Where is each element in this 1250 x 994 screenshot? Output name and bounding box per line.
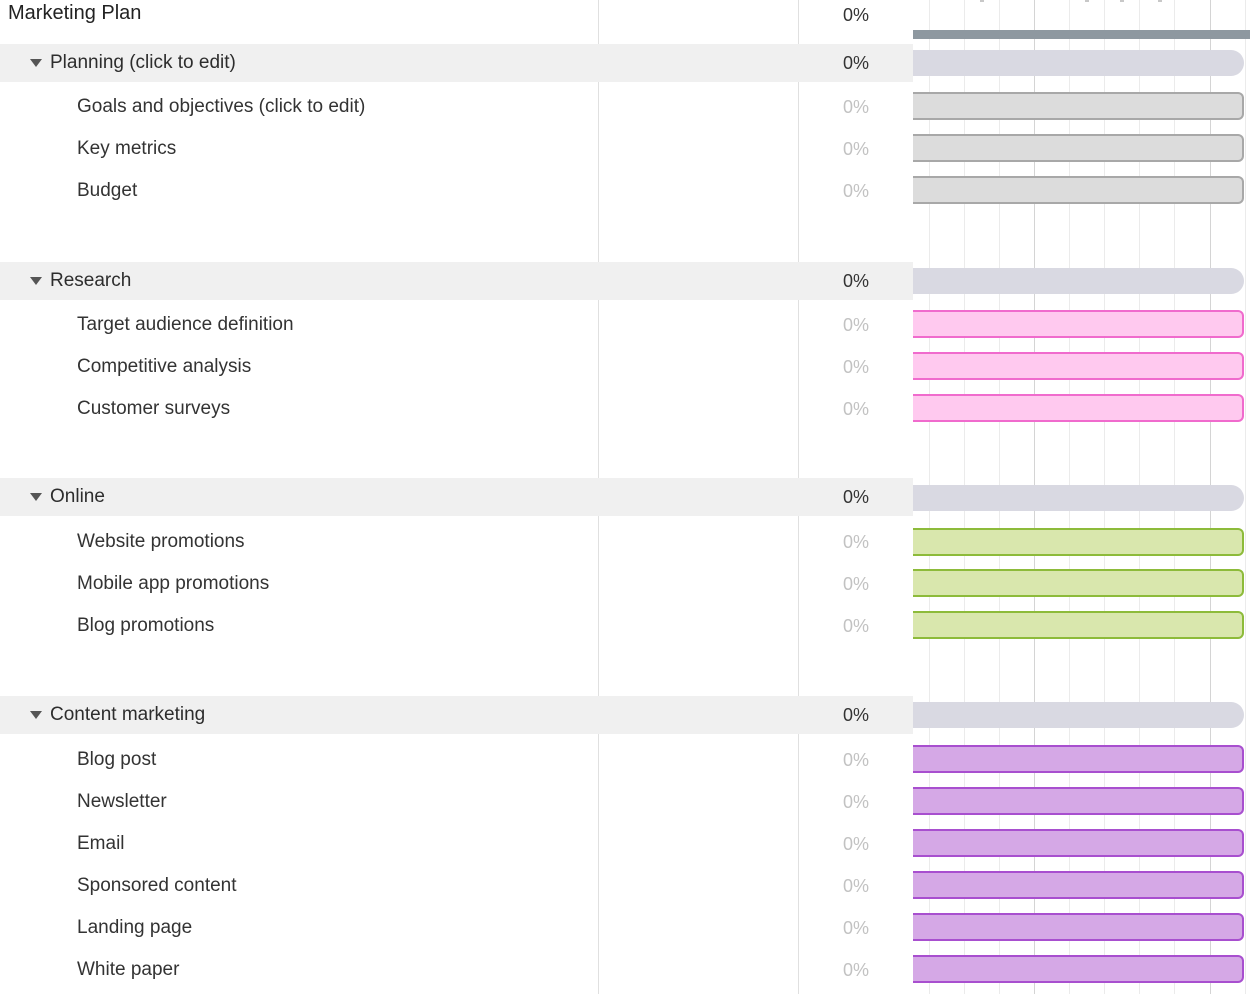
task-name[interactable]: Website promotions [77,531,245,552]
task-progress: 0% [843,139,870,159]
task-progress: 0% [843,616,870,636]
task-name[interactable]: Customer surveys [77,398,231,419]
timeline-tick [980,0,984,2]
task-name[interactable]: Competitive analysis [77,356,252,377]
task-name[interactable]: Blog promotions [77,615,215,636]
group-progress: 0% [843,705,870,725]
task-name[interactable]: Key metrics [77,138,177,159]
task-progress: 0% [843,834,870,854]
caret-down-icon[interactable] [30,493,42,501]
task-name[interactable]: Landing page [77,917,193,938]
task-row[interactable]: Sponsored content 0% [0,869,913,903]
task-bar[interactable] [913,394,1244,422]
timeline-tick [1120,0,1124,2]
task-row[interactable]: White paper 0% [0,953,913,987]
timeline-tick [1085,0,1089,2]
task-progress: 0% [843,792,870,812]
caret-down-icon[interactable] [30,711,42,719]
task-row[interactable]: Competitive analysis 0% [0,350,913,384]
task-progress: 0% [843,918,870,938]
task-bar[interactable] [913,569,1244,597]
task-bar[interactable] [913,92,1244,120]
task-progress: 0% [843,97,870,117]
task-progress: 0% [843,574,870,594]
caret-down-icon[interactable] [30,59,42,67]
task-name[interactable]: Budget [77,180,138,201]
task-name[interactable]: Newsletter [77,791,167,812]
task-bar[interactable] [913,611,1244,639]
project-row[interactable]: Marketing Plan 0% [0,0,913,34]
task-progress: 0% [843,532,870,552]
task-bar[interactable] [913,829,1244,857]
task-progress: 0% [843,357,870,377]
group-bar-planning[interactable] [913,50,1244,76]
group-row-content-marketing[interactable]: Content marketing 0% [0,696,913,734]
group-name[interactable]: Planning (click to edit) [50,52,236,73]
task-name[interactable]: Mobile app promotions [77,573,270,594]
task-bar[interactable] [913,871,1244,899]
task-row[interactable]: Newsletter 0% [0,785,913,819]
group-name[interactable]: Online [50,486,105,507]
group-bar-online[interactable] [913,485,1244,511]
task-progress: 0% [843,315,870,335]
task-row[interactable]: Customer surveys 0% [0,392,913,426]
group-progress: 0% [843,487,870,507]
project-progress: 0% [843,5,870,25]
group-bar-content-marketing[interactable] [913,702,1244,728]
task-row[interactable]: Goals and objectives (click to edit) 0% [0,90,913,124]
task-progress: 0% [843,399,870,419]
task-row[interactable]: Target audience definition 0% [0,308,913,342]
task-bar[interactable] [913,134,1244,162]
task-bar[interactable] [913,528,1244,556]
task-row[interactable]: Email 0% [0,827,913,861]
grid-line [1245,0,1246,994]
task-progress: 0% [843,876,870,896]
task-row[interactable]: Mobile app promotions 0% [0,567,913,601]
task-bar[interactable] [913,913,1244,941]
task-row[interactable]: Blog promotions 0% [0,609,913,643]
task-progress: 0% [843,750,870,770]
task-progress: 0% [843,960,870,980]
task-bar[interactable] [913,955,1244,983]
group-row-online[interactable]: Online 0% [0,478,913,516]
task-name[interactable]: Email [77,833,125,854]
task-bar[interactable] [913,176,1244,204]
project-summary-bar[interactable] [913,30,1250,39]
task-row[interactable]: Website promotions 0% [0,525,913,559]
project-name[interactable]: Marketing Plan [8,2,142,24]
task-bar[interactable] [913,745,1244,773]
task-row[interactable]: Blog post 0% [0,743,913,777]
task-name[interactable]: Goals and objectives (click to edit) [77,96,366,117]
task-row[interactable]: Landing page 0% [0,911,913,945]
task-name[interactable]: Blog post [77,749,157,770]
task-progress: 0% [843,181,870,201]
timeline-tick [1158,0,1162,2]
task-name[interactable]: White paper [77,959,180,980]
group-bar-research[interactable] [913,268,1244,294]
group-progress: 0% [843,271,870,291]
caret-down-icon[interactable] [30,277,42,285]
group-row-research[interactable]: Research 0% [0,262,913,300]
group-name[interactable]: Research [50,270,132,291]
task-row[interactable]: Budget 0% [0,174,913,208]
task-bar[interactable] [913,310,1244,338]
task-bar[interactable] [913,352,1244,380]
group-name[interactable]: Content marketing [50,704,206,725]
task-name[interactable]: Sponsored content [77,875,237,896]
group-row-planning[interactable]: Planning (click to edit) 0% [0,44,913,82]
task-name[interactable]: Target audience definition [77,314,294,335]
task-row[interactable]: Key metrics 0% [0,132,913,166]
group-progress: 0% [843,53,870,73]
task-bar[interactable] [913,787,1244,815]
